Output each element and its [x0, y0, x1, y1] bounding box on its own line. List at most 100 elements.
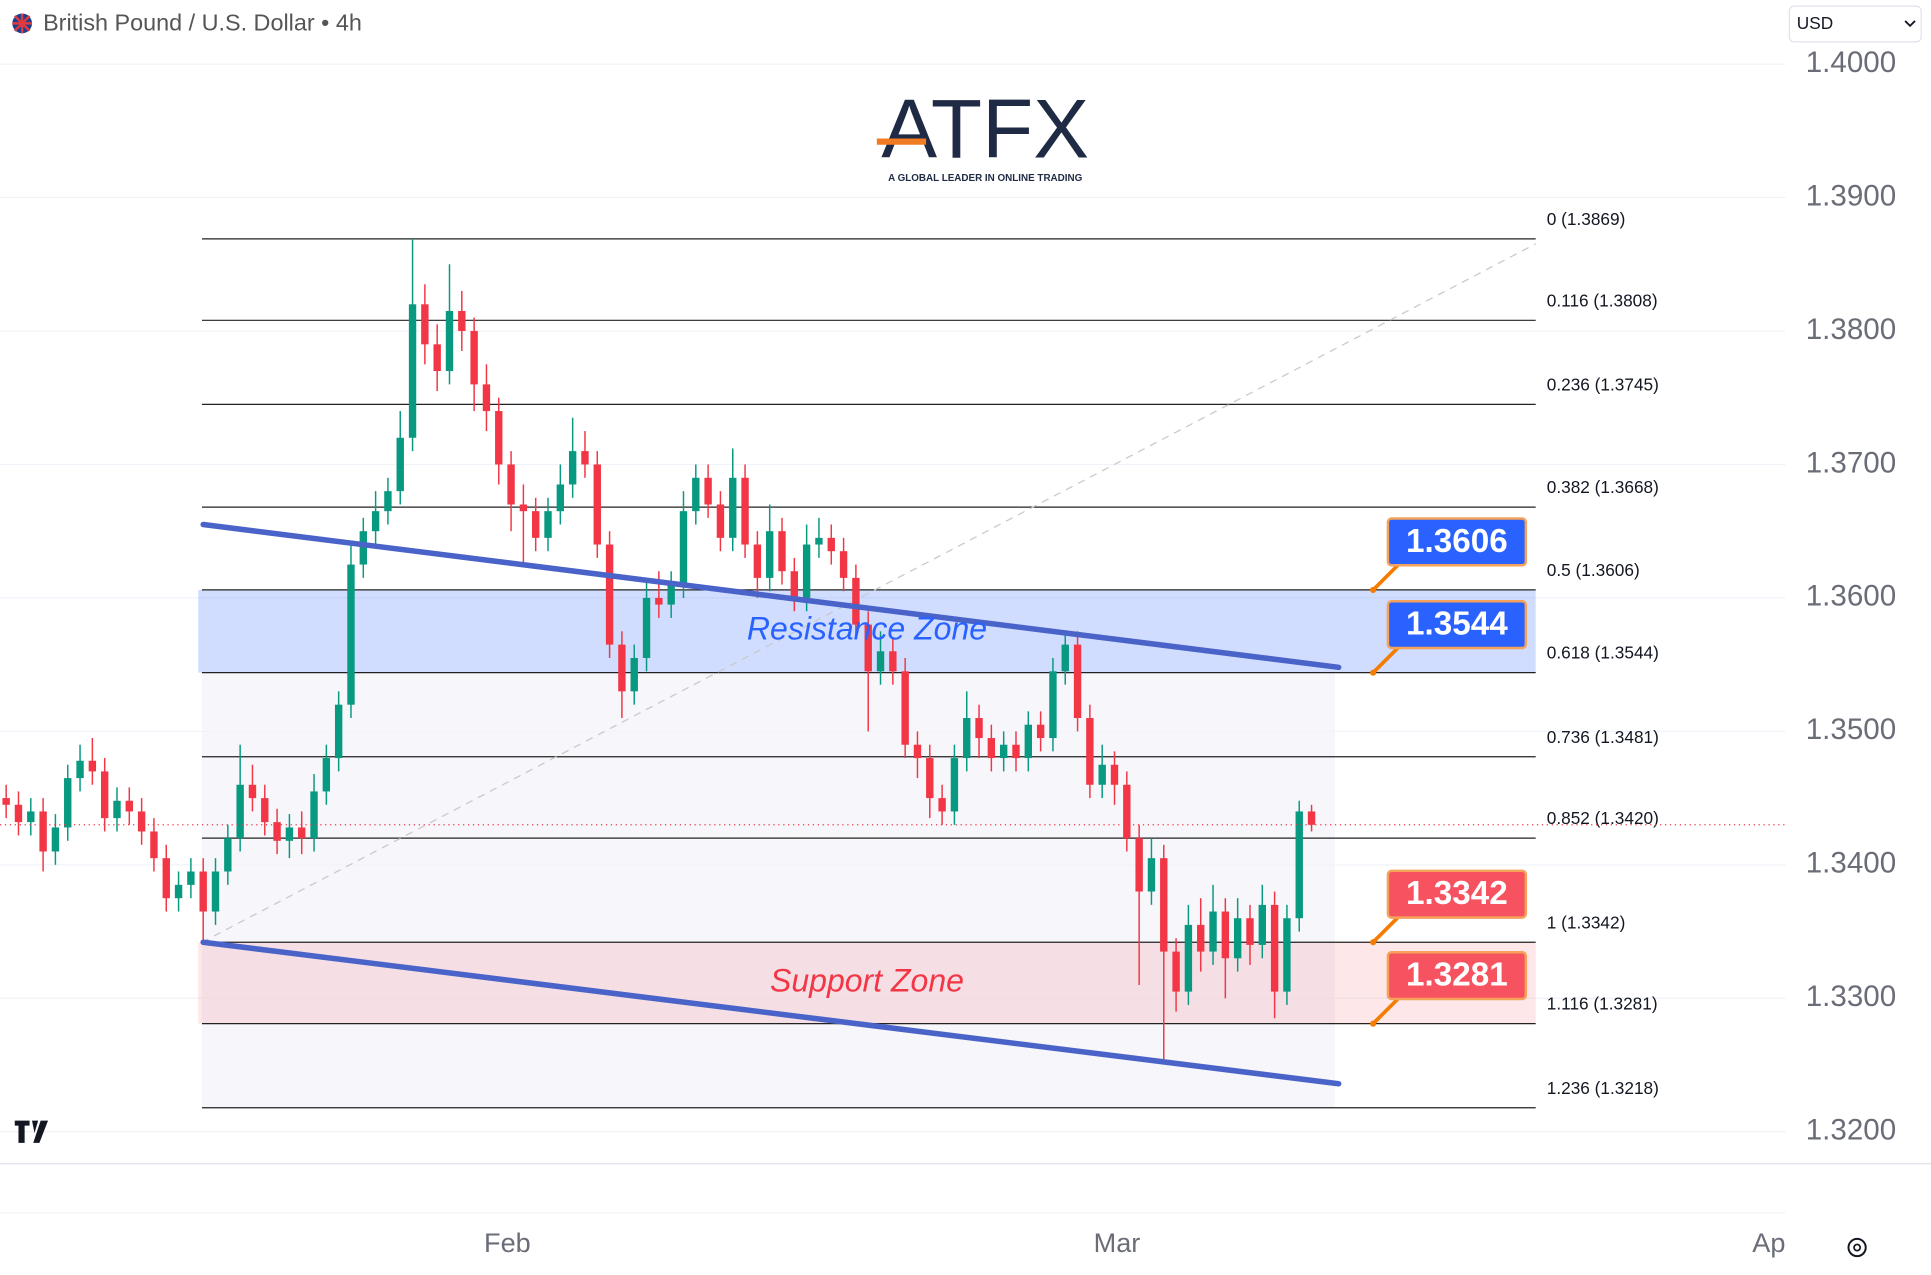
tv-mark [14, 1120, 49, 1143]
candle-body [421, 304, 429, 345]
candle-body [827, 537, 835, 552]
callout-box [1386, 950, 1528, 1001]
callout-label: 1.3544 [1406, 606, 1508, 643]
candle-body [1123, 784, 1131, 839]
gear[interactable] [1847, 1237, 1867, 1258]
candle-body [987, 738, 996, 759]
plot-area: 0 (1.3869) 0.116 (1.3808) 0.236 (1.3745) 0.… [0, 63, 1786, 1133]
callout-label: 1.3606 [1406, 523, 1508, 560]
candle-body [778, 531, 786, 572]
candle-body [14, 804, 23, 823]
candle-body [482, 384, 491, 412]
candle-body [642, 597, 651, 658]
candle-body [211, 871, 220, 912]
candle-body [1221, 911, 1230, 959]
candle-body [802, 544, 811, 598]
candle-body [174, 884, 183, 899]
candle-body [1270, 904, 1279, 992]
candle-body [716, 504, 725, 538]
candle-body [913, 744, 922, 759]
candle-body [938, 798, 946, 812]
candle-body [199, 871, 207, 912]
callout-box [1386, 869, 1528, 919]
logo-text: ATFX [881, 82, 1089, 176]
candle-body [544, 511, 552, 538]
candle-body [1246, 918, 1254, 945]
time-axis: Feb Mar Apr [484, 1227, 1794, 1258]
candle-body [1012, 744, 1020, 759]
candle-body [1086, 718, 1094, 785]
candle-body [64, 778, 72, 828]
gear-center [1853, 1243, 1862, 1252]
y-tick-label: 1.3900 [1806, 179, 1896, 212]
candle-body [310, 791, 318, 839]
settings-button[interactable] [1847, 1237, 1867, 1258]
fib-label: 1.236 (1.3218) [1547, 1078, 1659, 1098]
currency-box[interactable] [1788, 5, 1922, 43]
flag-cross [12, 13, 33, 34]
candle-body [963, 718, 971, 759]
symbol: British Pound / U.S. Dollar [43, 10, 315, 36]
candle-body [1172, 951, 1180, 992]
candle-body [396, 437, 404, 492]
candle-body [408, 304, 417, 438]
fib-label: 0.852 (1.3420) [1547, 808, 1659, 828]
candle-body [1110, 764, 1119, 785]
candle-body [322, 758, 331, 792]
candle-body [125, 800, 134, 812]
candle-body [261, 798, 269, 823]
candle-body [901, 671, 909, 745]
candle-body [347, 564, 355, 705]
currency-select[interactable]: USD [1788, 5, 1922, 43]
callout-anchor [1370, 586, 1377, 593]
y-tick-label: 1.3500 [1806, 713, 1896, 746]
y-tick-label: 1.4000 [1806, 46, 1896, 79]
price-axis: 1.3200 1.3300 1.3400 1.3500 1.3600 1.3700 1.38… [1806, 46, 1896, 1147]
interval: 4h [336, 10, 362, 36]
candle-body [864, 624, 872, 672]
fib-label: 0.618 (1.3544) [1547, 643, 1659, 663]
candle-body [532, 511, 540, 538]
candle-body [1098, 764, 1106, 785]
trendline [200, 939, 1342, 1087]
candle-body [113, 800, 121, 819]
candle-body [1209, 911, 1217, 952]
candle-body [1135, 838, 1143, 892]
candle-body [1258, 904, 1266, 945]
fib-background [201, 672, 1335, 1108]
candle-body [926, 758, 934, 799]
candle-body [1036, 724, 1045, 739]
y-tick-label: 1.3600 [1806, 580, 1896, 613]
y-tick-label: 1.3200 [1806, 1114, 1896, 1147]
x-tick-label: Apr [1752, 1227, 1794, 1258]
logo-tagline: A GLOBAL LEADER IN ONLINE TRADING [888, 173, 1082, 184]
candle-body [285, 827, 294, 841]
chevron [1904, 20, 1916, 28]
callout-pointer [1371, 563, 1400, 592]
candle-body [1295, 811, 1303, 919]
callout-pointer [1371, 997, 1400, 1025]
y-tick-label: 1.3300 [1806, 980, 1896, 1013]
candle-body [298, 827, 306, 839]
candle-body [765, 531, 774, 578]
candle-body [729, 477, 737, 538]
callout-label: 1.3281 [1406, 957, 1508, 994]
y-tick-label: 1.3400 [1806, 847, 1896, 880]
currency-label[interactable]: USD [1797, 13, 1833, 33]
header: British Pound / U.S. Dollar • 4h [12, 10, 362, 36]
candle-body [100, 771, 109, 819]
tv-logo [14, 1120, 49, 1143]
candle-body [519, 504, 528, 512]
candle-body [741, 477, 749, 545]
callout-label: 1.3342 [1406, 875, 1508, 912]
fib-label: 0 (1.3869) [1547, 209, 1626, 229]
fib-label: 0.236 (1.3745) [1547, 374, 1659, 394]
fib-label: 0.5 (1.3606) [1547, 560, 1640, 580]
fib-label: 0.116 (1.3808) [1547, 290, 1658, 310]
y-tick-label: 1.3700 [1806, 446, 1896, 479]
candle-body [2, 798, 10, 805]
fib-label: 0.736 (1.3481) [1547, 727, 1659, 747]
candle-body [27, 811, 35, 823]
candle-body [359, 531, 367, 565]
candle-body [975, 718, 983, 739]
